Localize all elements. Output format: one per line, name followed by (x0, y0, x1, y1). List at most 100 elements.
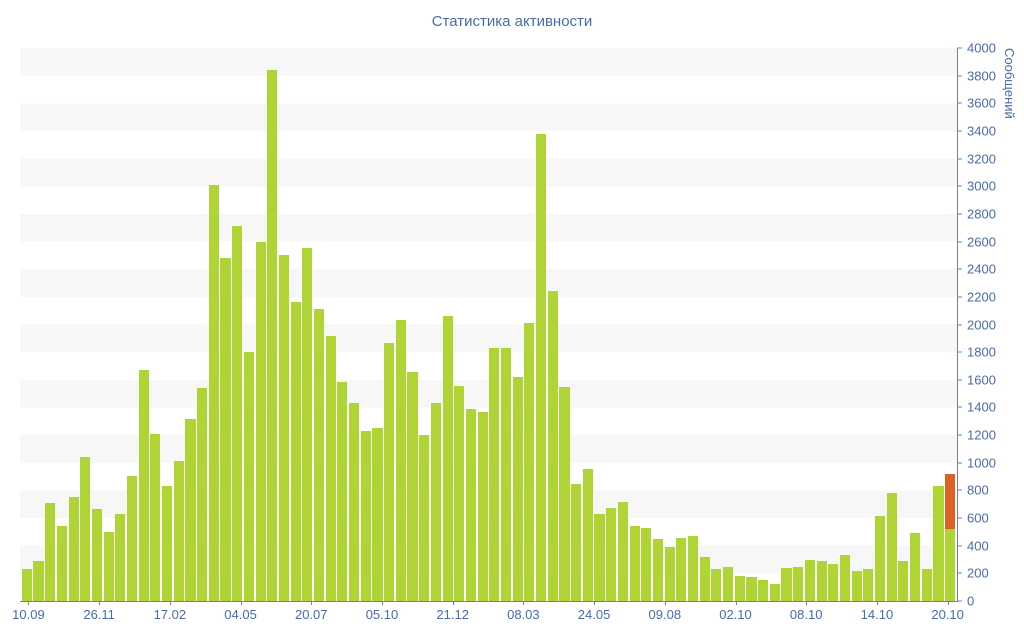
y-axis-label: 3400 (967, 123, 996, 139)
x-axis-tick (735, 601, 737, 605)
bar (652, 538, 664, 601)
x-axis-label: 09.08 (648, 607, 682, 622)
x-axis-tick (664, 601, 666, 605)
bar (547, 291, 558, 601)
bar (290, 302, 301, 601)
stacked-bar (945, 473, 956, 601)
bar (325, 335, 336, 601)
bar (419, 435, 430, 601)
y-axis-label: 2800 (967, 206, 996, 222)
bar (56, 526, 67, 601)
bar (828, 563, 839, 601)
bar (68, 497, 79, 601)
x-axis-tick (452, 601, 454, 605)
x-axis-label: 02.10 (719, 607, 752, 622)
bar (21, 569, 32, 601)
y-axis-tick (957, 406, 962, 408)
bar (524, 323, 535, 601)
y-axis: 0 200 400 600 800 1000 1200 1400 1600 1800 2000 220… (957, 41, 1003, 609)
y-axis-tick (957, 572, 962, 574)
bar (407, 371, 418, 601)
x-axis-label: 10.09 (12, 607, 45, 622)
y-axis-label: 600 (967, 510, 989, 526)
bar (197, 388, 208, 601)
x-axis-label: 24.05 (577, 607, 611, 622)
y-axis-tick (957, 213, 962, 215)
x-axis-label: 20.07 (294, 607, 328, 622)
y-axis-label: 3000 (967, 178, 996, 194)
x-axis-label: 08.10 (789, 607, 823, 622)
y-axis-tick (957, 268, 962, 270)
x-axis-label: 17.02 (153, 607, 187, 622)
bar (594, 513, 605, 601)
x-axis-label: 21.12 (436, 607, 469, 622)
x-axis-tick (169, 601, 171, 605)
bar (138, 370, 149, 601)
bar (664, 547, 675, 601)
y-axis-title: Сообщений (1002, 48, 1017, 119)
plot-area: 10.09 26.11 17.02 04.05 20.07 05.10 21.12 08.03… (12, 48, 964, 622)
y-axis-tick (957, 75, 962, 77)
y-axis-tick (957, 241, 962, 243)
bar (886, 493, 897, 601)
bar (80, 457, 91, 601)
x-axis-tick (381, 601, 383, 605)
y-axis-tick (957, 545, 962, 547)
y-axis-tick (957, 379, 962, 381)
bar (582, 468, 593, 601)
bar (45, 502, 56, 601)
bar (606, 507, 617, 601)
y-axis-label: 4000 (967, 40, 996, 56)
bar (933, 486, 944, 601)
bar (874, 515, 886, 601)
bar (781, 567, 792, 601)
y-axis-label: 3200 (967, 151, 996, 167)
bar (746, 576, 757, 601)
bar (559, 386, 570, 601)
bar (103, 531, 114, 601)
y-axis-tick (957, 185, 962, 187)
bar (384, 343, 395, 601)
bar (360, 430, 371, 601)
y-axis-tick (957, 158, 962, 160)
bar (232, 225, 243, 601)
y-axis-tick (957, 47, 962, 49)
bar (33, 560, 44, 601)
y-axis-label: 2200 (967, 289, 996, 305)
bar (734, 576, 745, 601)
bar (910, 533, 921, 601)
y-axis-label: 1600 (967, 372, 996, 388)
bar (512, 377, 523, 601)
bar (851, 571, 862, 601)
y-axis-label: 1000 (967, 455, 996, 471)
bar (489, 348, 500, 601)
x-axis-tick (99, 601, 101, 605)
bar (687, 536, 699, 601)
bar (793, 567, 804, 601)
bar (804, 559, 815, 601)
bar (465, 408, 477, 601)
y-axis-tick (957, 600, 962, 602)
x-axis-tick (594, 601, 596, 605)
bar (711, 569, 722, 601)
bar (839, 555, 851, 601)
bar (243, 352, 254, 601)
y-axis-label: 200 (967, 565, 989, 581)
bar (220, 258, 231, 601)
y-axis-label: 3600 (967, 95, 996, 111)
y-axis-tick (957, 517, 962, 519)
x-axis-tick (876, 601, 878, 605)
y-axis-tick (957, 489, 962, 491)
bar (430, 403, 441, 601)
bar (898, 560, 909, 601)
bar (723, 567, 734, 601)
bar (313, 309, 325, 601)
bar (769, 584, 780, 601)
bar (758, 579, 769, 601)
y-axis-tick (957, 102, 962, 104)
bar (91, 509, 103, 601)
y-axis-tick (957, 462, 962, 464)
bar (477, 411, 488, 601)
y-axis-label: 0 (967, 593, 975, 609)
